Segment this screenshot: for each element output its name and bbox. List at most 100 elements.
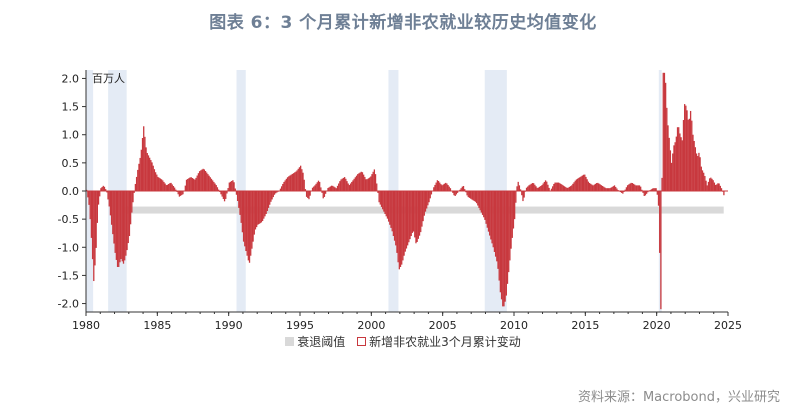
bar [285,178,288,191]
bar [445,182,447,191]
bar [322,191,324,199]
bar [134,183,137,191]
bar [449,188,452,191]
bar [666,107,668,191]
bar [115,191,118,260]
bar [596,183,598,191]
bar [244,191,246,247]
bar [580,176,582,191]
bar [377,191,379,193]
bar [594,183,597,191]
bar [440,184,442,191]
bar [645,191,648,194]
bar [598,183,600,191]
bar [152,165,154,191]
bar [302,172,304,191]
bar [563,186,566,191]
bar [209,177,211,191]
bar [385,191,387,217]
source-note: 资料来源：Macrobond，兴业研究 [577,390,780,405]
bar [314,185,316,191]
bar [657,191,660,206]
bar [703,172,705,191]
bar [234,188,236,191]
bar [289,175,291,191]
bar [624,189,626,191]
bar [164,183,166,191]
bar [163,181,165,191]
bar [659,191,661,253]
bar [323,191,326,197]
bar [270,191,272,202]
bar [629,183,631,191]
bar [565,187,567,191]
bar [511,191,513,238]
bar [242,191,245,242]
bar [493,191,496,252]
bar [86,189,88,191]
bar [283,181,285,191]
y-tick-label: -1.5 [58,269,79,282]
bar [390,191,392,228]
bar [153,169,156,191]
bar [127,191,129,244]
bar [473,191,475,202]
bar [103,186,106,191]
bar [581,175,584,191]
bar [693,140,695,191]
bar [90,191,93,238]
bar [124,191,126,261]
bar [198,171,201,191]
bar [498,191,500,281]
bar [531,183,534,191]
bar [280,186,283,191]
bar [340,179,342,191]
bar [672,153,674,191]
bar [276,191,278,193]
bar [479,191,481,211]
bar [99,191,101,197]
y-tick-label: 1.0 [62,129,80,142]
bar [559,183,561,191]
bar [647,191,649,193]
bar [232,180,234,191]
bar [500,191,503,300]
bar [626,185,629,191]
bar [171,184,173,191]
x-tick-label: 2015 [571,319,599,330]
bar [389,191,391,225]
axes: -2.0 -1.5 -1.0 -0.5 0.0 0.5 1.0 1.5 2.0 1980 1985 1… [58,70,742,330]
bar [399,191,402,267]
bar [160,179,163,191]
bar [351,181,353,191]
bar [638,185,641,191]
bar [456,191,459,193]
bar [335,188,337,191]
bar [114,191,116,253]
bar [150,160,152,191]
bar [574,180,576,191]
bar [301,169,303,191]
bar [528,185,530,191]
bar [485,191,487,224]
bar [157,176,159,191]
bar [597,182,599,191]
unit-label: 百万人 [92,72,125,85]
bar [540,185,542,191]
x-tick-label: 1980 [72,319,100,330]
bar [707,181,710,191]
legend-threshold: 衰退阈值 [285,333,345,350]
bar [536,187,538,191]
bar [138,163,140,191]
bar [300,165,302,191]
bar [522,191,524,202]
bar [537,187,540,191]
bar [416,191,418,242]
bar [506,191,509,284]
bar [250,191,252,256]
bar [258,191,260,224]
bar [584,174,586,191]
bar [408,191,410,243]
bar [720,188,723,191]
bar [316,182,318,191]
